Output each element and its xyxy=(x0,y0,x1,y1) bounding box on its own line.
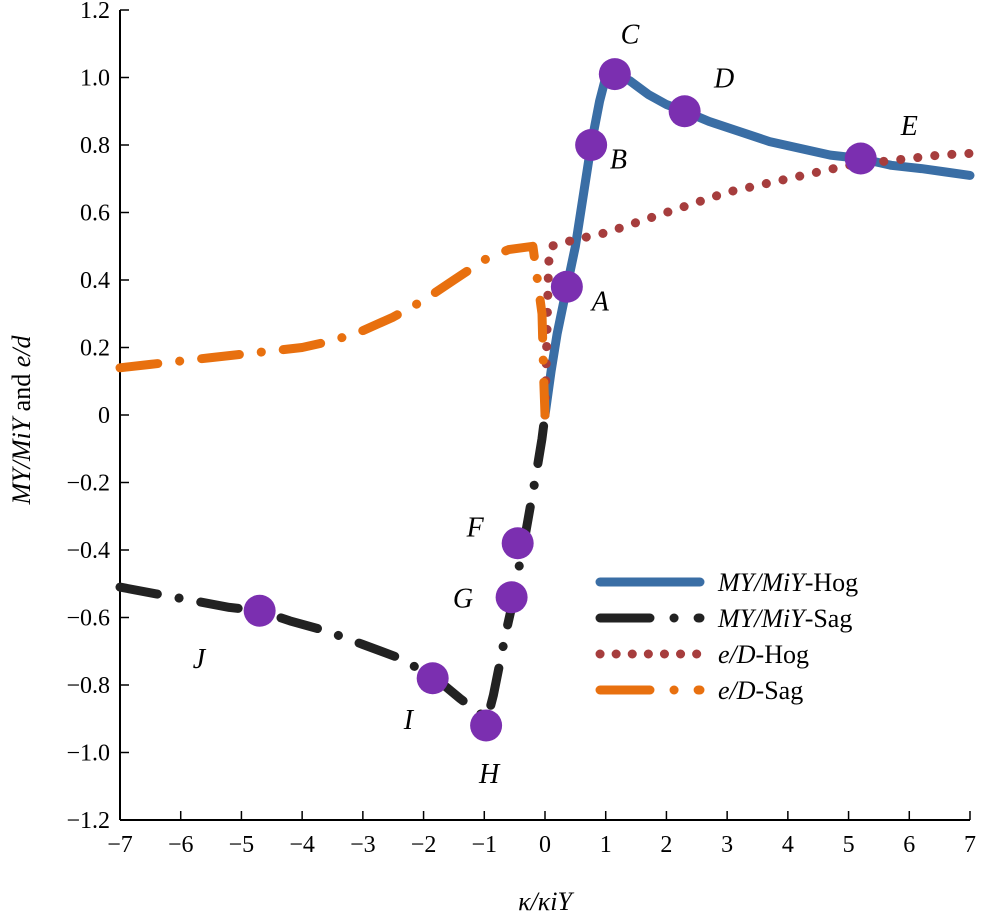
x-tick-label: −1 xyxy=(472,832,498,858)
point-label-j: J xyxy=(193,644,207,675)
legend-label: MY/MiY-Hog xyxy=(717,568,858,597)
point-label-a: A xyxy=(590,286,610,317)
y-tick-label: −0.2 xyxy=(66,471,110,497)
y-axis-title: MY/MiY and e/d xyxy=(7,335,36,506)
point-label-h: H xyxy=(478,759,501,790)
marked-points: A B C D E F G H I J xyxy=(193,20,918,790)
legend-label: MY/MiY-Sag xyxy=(717,604,852,633)
point-label-e: E xyxy=(900,111,918,142)
y-tick-label: 0.8 xyxy=(80,133,110,159)
x-axis-title: κ/κiY xyxy=(518,887,574,916)
x-tick-label: 2 xyxy=(660,832,672,858)
y-tick-label: 1.0 xyxy=(80,66,110,92)
y-tick-label: 0.2 xyxy=(80,336,110,362)
point-label-i: I xyxy=(403,705,415,736)
point-g xyxy=(495,581,528,614)
point-label-f: F xyxy=(466,512,485,543)
x-tick-label: −2 xyxy=(411,832,437,858)
y-tick-label: 0 xyxy=(98,403,110,429)
x-tick-label: 5 xyxy=(843,832,855,858)
legend-label: e/D-Hog xyxy=(718,640,809,669)
point-label-d: D xyxy=(713,64,734,95)
x-tick-label: −4 xyxy=(289,832,315,858)
x-tick-label: 4 xyxy=(782,832,794,858)
x-tick-label: 1 xyxy=(600,832,612,858)
point-d xyxy=(668,95,701,128)
point-b xyxy=(575,129,608,161)
x-tick-label: −6 xyxy=(168,832,194,858)
point-f xyxy=(501,527,534,560)
x-tick-label: −5 xyxy=(229,832,255,858)
x-tick-label: −7 xyxy=(107,832,133,858)
series-line-my-miy-sag xyxy=(115,410,550,724)
y-tick-label: 0.6 xyxy=(80,201,110,227)
point-i xyxy=(416,662,449,695)
point-c xyxy=(598,58,631,91)
x-tick-label: 6 xyxy=(903,832,915,858)
y-tick-label: 0.4 xyxy=(80,268,110,294)
axes: −7 −6 −5 −4 −3 −2 −1 0 1 2 3 4 5 6 7 −1.2 −1.0 −0.8 −0.6 −0… xyxy=(66,0,976,858)
x-tick-label: 7 xyxy=(964,832,976,858)
legend: MY/MiY-Hog MY/MiY-Sag e/D-Hog e/D-Sag xyxy=(595,568,858,705)
point-a xyxy=(550,270,583,303)
point-h xyxy=(470,709,503,742)
y-tick-label: −0.6 xyxy=(66,606,110,632)
x-tick-label: 3 xyxy=(721,832,733,858)
point-label-c: C xyxy=(621,20,640,51)
y-tick-label: 1.2 xyxy=(80,0,110,24)
y-tick-label: −1.2 xyxy=(66,808,110,834)
legend-label: e/D-Sag xyxy=(718,676,803,705)
point-j xyxy=(243,594,276,627)
x-tick-label: 0 xyxy=(539,832,551,858)
point-label-g: G xyxy=(453,583,473,614)
series-line-e-d-hog xyxy=(540,148,975,420)
point-e xyxy=(844,142,877,175)
y-tick-label: −1.0 xyxy=(66,741,110,767)
y-tick-label: −0.8 xyxy=(66,673,110,699)
series-line-e-d-sag xyxy=(115,241,550,420)
y-tick-label: −0.4 xyxy=(66,538,110,564)
x-tick-label: −3 xyxy=(350,832,376,858)
point-label-b: B xyxy=(610,145,627,176)
